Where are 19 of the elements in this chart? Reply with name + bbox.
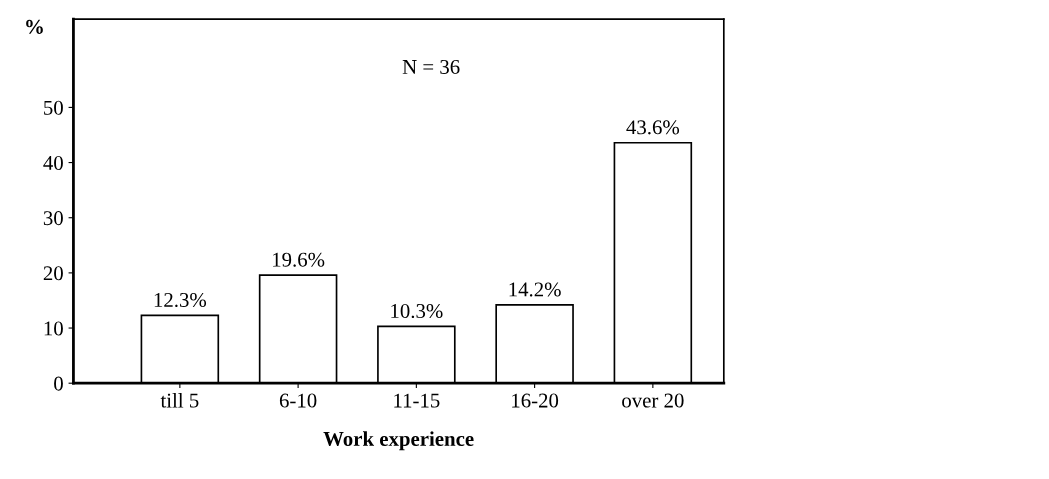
data-label: 14.2% [509, 282, 561, 297]
y-tick-label: 0 [54, 376, 63, 391]
x-tick-label: 11-15 [394, 393, 440, 408]
x-axis-title: Work experience [323, 431, 474, 451]
y-tick-label: 50 [44, 100, 63, 115]
data-label: 43.6% [626, 120, 680, 135]
y-tick-label: 30 [43, 211, 63, 226]
x-tick-label: over 20 [622, 393, 684, 408]
y-tick-label: 40 [43, 155, 63, 170]
y-axis-title: % [26, 19, 43, 34]
x-tick-label: 6-10 [279, 393, 317, 408]
data-label: 10.3% [391, 303, 443, 319]
x-tick-label: 16-20 [512, 393, 559, 408]
data-label: 19.6% [273, 252, 325, 267]
data-label: 12.3% [154, 292, 207, 308]
annotation: N = 36 [402, 59, 460, 74]
x-tick-label: till 5 [160, 392, 199, 408]
y-tick-label: 10 [44, 321, 63, 336]
y-tick-label: 20 [43, 266, 63, 281]
